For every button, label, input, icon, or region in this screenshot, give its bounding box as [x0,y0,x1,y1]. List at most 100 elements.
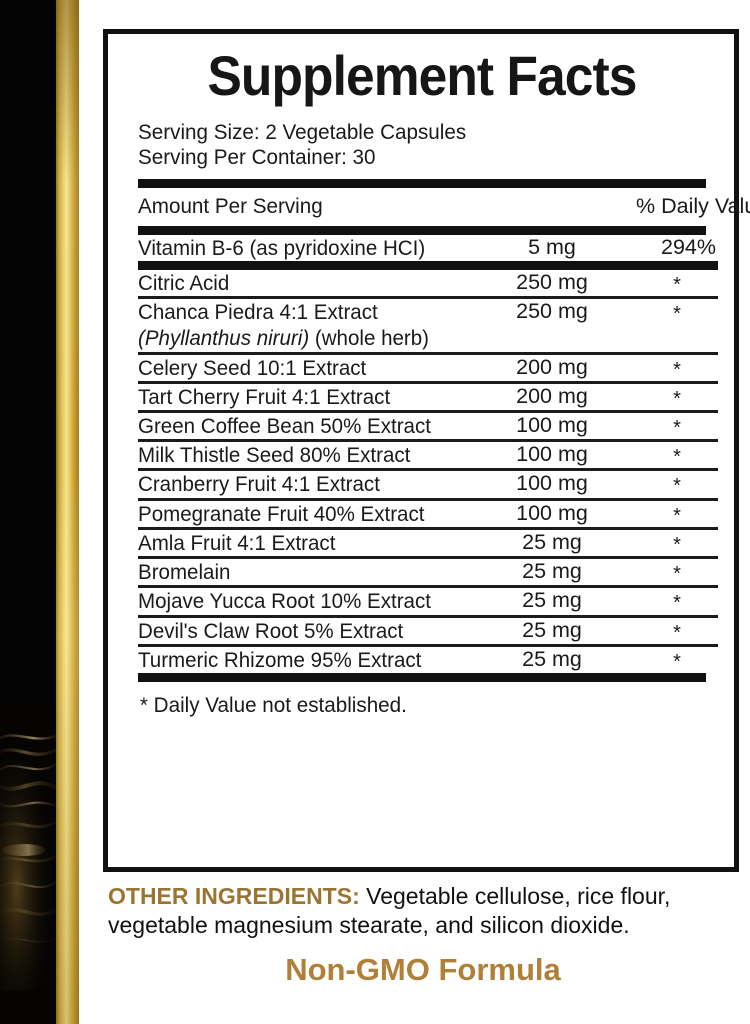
ingredient-amount: 100 mg [516,500,588,525]
ingredient-amount: 250 mg [516,299,588,324]
rule [138,351,718,355]
table-header-row: Amount Per Serving % Daily Value [138,188,750,226]
non-gmo-formula: Non-GMO Formula [285,952,561,987]
ingredient-daily-value: * [636,501,718,527]
row-separator [138,410,718,414]
table-row: Devil's Claw Root 5% Extract 25 mg * [138,618,718,644]
ingredient-table: Vitamin B-6 (as pyridoxine HCI) 5 mg 294% C… [138,235,718,673]
other-ingredients-label: OTHER INGREDIENTS: [108,883,360,909]
rule [138,380,718,384]
other-ingredients-text: Vegetable cellulose, rice flour, vegetab… [108,883,671,939]
ingredient-name: Bromelain [138,560,231,585]
asterisk-icon: * [673,475,681,498]
table-row: Cranberry Fruit 4:1 Extract 100 mg * [138,471,718,497]
ingredient-name: Devil's Claw Root 5% Extract [138,618,404,643]
serving-info: Serving Size: 2 Vegetable Capsules Servi… [138,120,683,171]
row-separator [138,296,718,300]
gold-smoke-texture [0,700,56,1024]
ingredient-name: Mojave Yucca Root 10% Extract [138,589,431,614]
ingredient-name: Turmeric Rhizome 95% Extract [138,647,422,672]
ingredient-name: Green Coffee Bean 50% Extract [138,414,431,439]
ingredient-name: Amla Fruit 4:1 Extract [138,530,336,555]
ingredient-amount: 250 mg [516,269,588,294]
ingredient-amount: 5 mg [528,234,576,259]
table-row: Celery Seed 10:1 Extract 200 mg * [138,355,718,381]
rule [138,556,718,560]
row-separator [138,556,718,560]
ingredient-name: Pomegranate Fruit 40% Extract [138,501,425,526]
rule [138,643,718,647]
ingredient-daily-value: * [636,384,718,410]
nutrition-table: Amount Per Serving % Daily Value [138,188,750,226]
ingredient-name: Vitamin B-6 (as pyridoxine HCI) [138,235,426,260]
row-separator [138,439,718,443]
table-row: Amla Fruit 4:1 Extract 25 mg * [138,530,718,556]
ingredient-amount: 200 mg [516,354,588,379]
ingredient-amount: 200 mg [516,383,588,408]
row-separator [138,643,718,647]
servings-per-container: Serving Per Container: 30 [138,145,376,170]
ingredient-name: Celery Seed 10:1 Extract [138,355,367,380]
ingredient-amount: 100 mg [516,442,588,467]
asterisk-icon: * [673,592,681,615]
asterisk-icon: * [673,387,681,410]
row-separator [138,380,718,384]
asterisk-icon: * [673,417,681,440]
rule [138,410,718,414]
rule-header-thick [138,225,706,235]
rule [138,296,718,300]
header-daily-value: % Daily Value [636,193,750,218]
ingredient-botanical-name: (Phyllanthus niruri) (whole herb) [138,326,430,351]
asterisk-icon: * [673,621,681,644]
ingredient-name: Chanca Piedra 4:1 Extract (Phyllanthus ni… [138,299,453,351]
asterisk-icon: * [673,504,681,527]
ingredient-daily-value: * [636,471,718,497]
rule [138,526,718,530]
asterisk-icon: * [673,533,681,556]
other-ingredients: OTHER INGREDIENTS: Vegetable cellulose, … [108,882,748,941]
ingredient-daily-value: * [636,588,718,614]
rule-footer-thick [138,673,706,682]
rule [138,439,718,443]
ingredient-daily-value: * [636,355,718,381]
left-black-band [0,0,56,1024]
ingredient-daily-value: * [636,530,718,556]
ingredient-name: Citric Acid [138,270,230,295]
ingredient-amount: 25 mg [522,617,582,642]
row-separator [138,351,718,355]
table-row: Tart Cherry Fruit 4:1 Extract 200 mg * [138,384,718,410]
ingredient-rows: Vitamin B-6 (as pyridoxine HCI) 5 mg 294% C… [138,235,718,673]
table-row: Bromelain 25 mg * [138,559,718,585]
row-separator [138,585,718,589]
table-row: Turmeric Rhizome 95% Extract 25 mg * [138,647,718,673]
row-separator [138,497,718,501]
asterisk-icon: * [673,563,681,586]
row-separator [138,468,718,472]
ingredient-daily-value: * [636,442,718,468]
gold-stripe [56,0,79,1024]
ingredient-amount: 100 mg [516,471,588,496]
ingredient-amount: 100 mg [516,413,588,438]
nutrition-table-body: Amount Per Serving % Daily Value [138,188,750,226]
asterisk-icon: * [673,446,681,469]
table-row: Milk Thistle Seed 80% Extract 100 mg * [138,442,718,468]
table-row: Green Coffee Bean 50% Extract 100 mg * [138,413,718,439]
rule [138,614,718,618]
ingredient-daily-value: * [636,618,718,644]
ingredient-amount: 25 mg [522,529,582,554]
ingredient-amount: 25 mg [522,588,582,613]
table-row: Chanca Piedra 4:1 Extract (Phyllanthus ni… [138,299,718,351]
ingredient-daily-value: * [636,299,718,351]
table-row: Pomegranate Fruit 40% Extract 100 mg * [138,501,718,527]
ingredient-daily-value: * [636,413,718,439]
asterisk-icon: * [673,273,681,296]
row-separator [138,260,718,270]
rule [138,468,718,472]
asterisk-icon: * [673,650,681,673]
table-row: Citric Acid 250 mg * [138,270,718,296]
asterisk-icon: * [673,358,681,381]
supplement-facts-panel: Supplement Facts Serving Size: 2 Vegetab… [103,29,750,872]
rule [138,260,718,270]
ingredient-amount: 25 mg [522,646,582,671]
serving-size: Serving Size: 2 Vegetable Capsules [138,120,467,144]
